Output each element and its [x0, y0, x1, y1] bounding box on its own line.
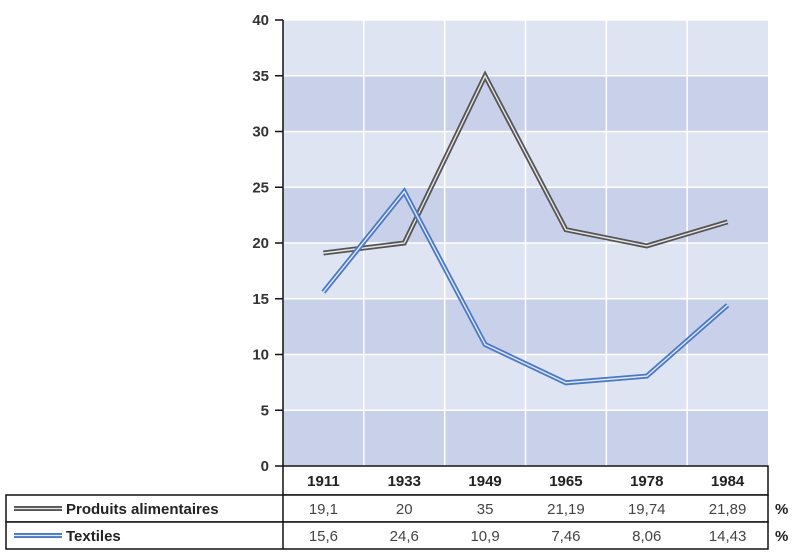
y-tick-label: 40 [252, 12, 269, 29]
data-table-cell: 15,6 [309, 528, 338, 545]
data-table-cell: 21,19 [547, 501, 585, 518]
x-tick-label: 1965 [549, 473, 582, 490]
x-axis: 1911 1933 1949 1965 1978 1984 [282, 465, 769, 496]
data-table-cell: 19,74 [628, 501, 666, 518]
series-line-highlight [322, 190, 729, 384]
data-table-row [5, 521, 769, 550]
y-axis: 0 5 10 15 20 25 30 35 40 [252, 12, 284, 475]
data-table-cell: 24,6 [390, 528, 419, 545]
legend-label: Produits alimentaires [66, 501, 219, 518]
legend-label: Textiles [66, 528, 121, 545]
data-table-cell: 14,43 [709, 528, 747, 545]
y-tick-label: 35 [252, 68, 269, 85]
series-line-highlight [323, 74, 728, 254]
x-tick-label: 1949 [468, 473, 501, 490]
data-table-cell: 10,9 [470, 528, 499, 545]
data-table-cell: 7,46 [551, 528, 580, 545]
x-tick-label: 1933 [388, 473, 421, 490]
x-tick-label: 1911 [307, 473, 340, 490]
series-lines [321, 70, 730, 386]
unit-label: % [775, 528, 788, 545]
data-table: Produits alimentaires 19,1 20 35 21,19 19,74 2… [5, 494, 788, 550]
y-tick-label: 5 [261, 402, 269, 419]
x-tick-label: 1984 [711, 473, 745, 490]
data-table-cell: 19,1 [309, 501, 338, 518]
y-tick-label: 20 [252, 235, 269, 252]
data-table-cell: 8,06 [632, 528, 661, 545]
y-tick-label: 30 [252, 124, 269, 141]
y-tick-label: 15 [252, 291, 269, 308]
y-tick-label: 10 [252, 347, 269, 364]
data-table-cell: 20 [396, 501, 413, 518]
y-tick-label: 0 [261, 458, 269, 475]
unit-label: % [775, 501, 788, 518]
data-table-cell: 21,89 [709, 501, 747, 518]
category-header-row [282, 465, 769, 496]
x-tick-label: 1978 [630, 473, 663, 490]
data-table-cell: 35 [477, 501, 494, 518]
y-tick-label: 25 [252, 179, 269, 196]
